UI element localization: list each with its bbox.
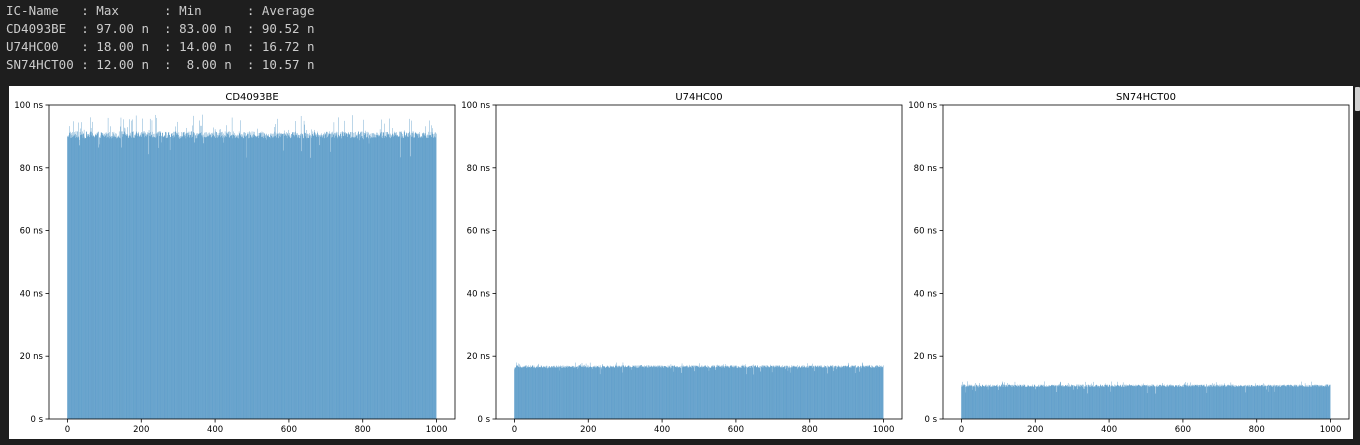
y-tick-label: 40 ns xyxy=(914,289,938,299)
y-tick-label: 100 ns xyxy=(14,101,43,111)
y-tick-label: 20 ns xyxy=(467,352,491,362)
x-tick-label: 0 xyxy=(959,425,964,435)
x-tick-label: 600 xyxy=(728,425,744,435)
x-tick-label: 800 xyxy=(355,425,371,435)
x-tick-label: 0 xyxy=(65,425,70,435)
y-tick-label: 20 ns xyxy=(914,352,938,362)
x-tick-label: 600 xyxy=(1175,425,1191,435)
console-row-u74hc00: U74HC00 : 18.00 n : 14.00 n : 16.72 n xyxy=(6,39,315,54)
y-tick-label: 100 ns xyxy=(908,101,937,111)
y-tick-label: 60 ns xyxy=(914,227,938,237)
y-tick-label: 100 ns xyxy=(461,101,490,111)
x-tick-label: 200 xyxy=(580,425,596,435)
axes-frame xyxy=(495,104,903,420)
x-tick-label: 400 xyxy=(207,425,223,435)
x-tick-label: 800 xyxy=(802,425,818,435)
y-tick-label: 0 s xyxy=(30,415,43,425)
y-tick-label: 40 ns xyxy=(20,289,44,299)
bar-series xyxy=(961,381,1331,419)
axes-frame xyxy=(48,104,456,420)
x-tick-label: 1000 xyxy=(426,425,448,435)
y-tick-label: 60 ns xyxy=(467,227,491,237)
x-tick-label: 1000 xyxy=(1320,425,1342,435)
y-tick-label: 40 ns xyxy=(467,289,491,299)
console-row-sn74hct00: SN74HCT00 : 12.00 n : 8.00 n : 10.57 n xyxy=(6,57,315,72)
chart-0: CD4093BE 0 200 400 600 800 1000 0 s 20 ns 40 ns 60… xyxy=(14,92,456,435)
y-tick-label: 20 ns xyxy=(20,352,44,362)
x-tick-label: 200 xyxy=(1027,425,1043,435)
x-tick-label: 400 xyxy=(654,425,670,435)
plot-output-image: CD4093BE 0 200 400 600 800 1000 0 s 20 ns 40 ns 60… xyxy=(9,86,1353,439)
x-tick-label: 0 xyxy=(512,425,517,435)
y-tick-label: 80 ns xyxy=(914,164,938,174)
y-tick-label: 0 s xyxy=(477,415,490,425)
output-scrollbar[interactable] xyxy=(1355,87,1360,111)
y-tick-label: 60 ns xyxy=(20,227,44,237)
chart-title: CD4093BE xyxy=(225,92,278,103)
x-tick-label: 200 xyxy=(133,425,149,435)
console-header-line: IC-Name : Max : Min : Average xyxy=(6,3,315,18)
y-tick-label: 80 ns xyxy=(20,164,44,174)
y-tick-label: 0 s xyxy=(924,415,937,425)
chart-title: SN74HCT00 xyxy=(1116,92,1176,103)
console-row-cd4093be: CD4093BE : 97.00 n : 83.00 n : 90.52 n xyxy=(6,21,315,36)
chart-1: U74HC00 0 200 400 600 800 1000 0 s 20 ns 40 ns 60 … xyxy=(461,92,903,435)
console-output: IC-Name : Max : Min : Average CD4093BE :… xyxy=(0,0,1360,84)
x-tick-label: 1000 xyxy=(873,425,895,435)
bar-series xyxy=(67,114,437,420)
chart-title: U74HC00 xyxy=(675,92,722,103)
x-tick-label: 800 xyxy=(1249,425,1265,435)
chart-2: SN74HCT00 0 200 400 600 800 1000 0 s 20 ns 40 ns 6… xyxy=(908,92,1350,435)
y-tick-label: 80 ns xyxy=(467,164,491,174)
bar-series xyxy=(514,362,884,419)
figure: CD4093BE 0 200 400 600 800 1000 0 s 20 ns 40 ns 60… xyxy=(14,92,1350,435)
x-tick-label: 400 xyxy=(1101,425,1117,435)
axes-frame xyxy=(942,104,1350,420)
x-tick-label: 600 xyxy=(281,425,297,435)
